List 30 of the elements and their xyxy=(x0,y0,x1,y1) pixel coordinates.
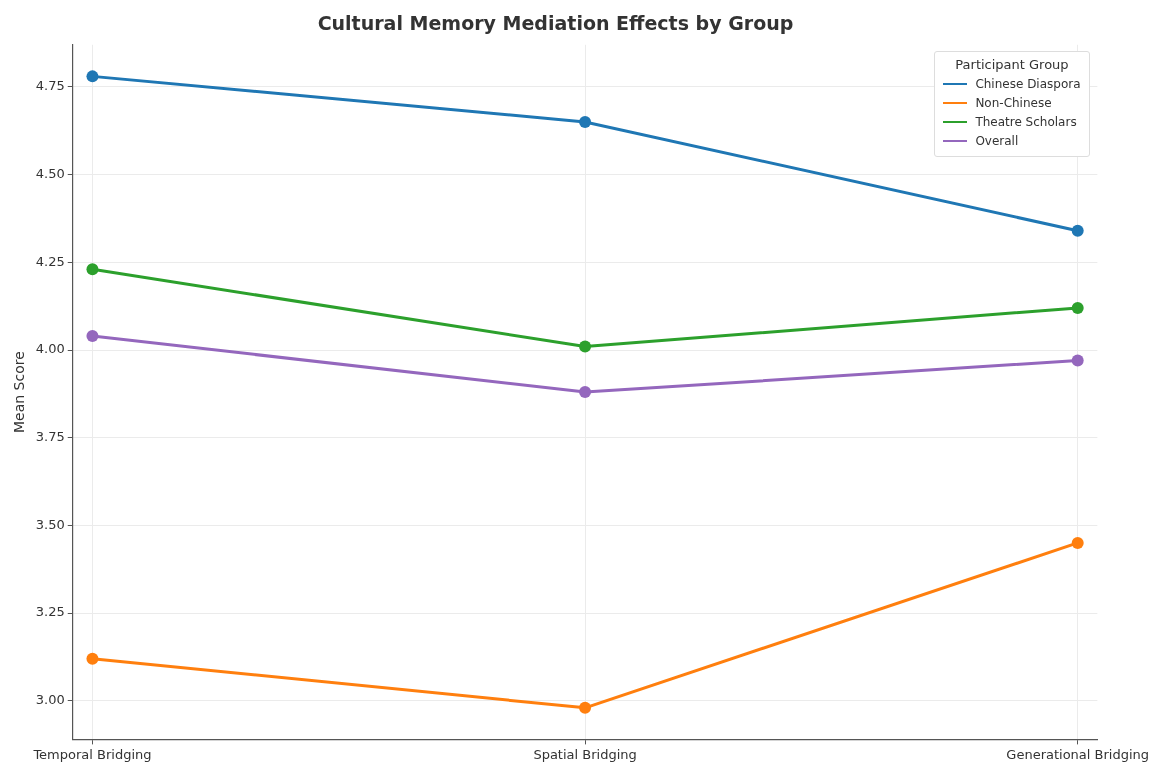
x-tick-label: Temporal Bridging xyxy=(32,746,152,762)
x-tick-label: Spatial Bridging xyxy=(533,746,637,762)
point xyxy=(86,70,99,83)
legend-label: Chinese Diaspora xyxy=(975,75,1081,93)
legend-label: Overall xyxy=(975,132,1019,150)
legend-title: Participant Group xyxy=(954,56,1070,72)
y-tick-label: 3.00 xyxy=(35,692,65,708)
y-tick-label: 4.00 xyxy=(35,341,65,357)
point xyxy=(579,701,592,714)
y-tick-label: 3.50 xyxy=(35,516,65,532)
point xyxy=(1071,224,1084,237)
y-axis-title: Mean Score xyxy=(11,351,28,434)
y-tick-label: 3.75 xyxy=(35,429,65,445)
chart-title: Cultural Memory Mediation Effects by Group xyxy=(317,12,794,35)
point xyxy=(86,329,99,342)
y-tick-label: 4.25 xyxy=(35,253,65,269)
y-tick-label: 4.50 xyxy=(35,165,65,181)
point xyxy=(579,386,592,399)
y-tick-label: 4.75 xyxy=(35,78,65,94)
legend-label: Non-Chinese xyxy=(975,94,1052,112)
point xyxy=(1071,301,1084,314)
legend-label: Theatre Scholars xyxy=(975,113,1077,131)
point xyxy=(86,652,99,665)
x-tick-label: Generational Bridging xyxy=(1006,746,1150,762)
point xyxy=(579,115,592,128)
point xyxy=(86,263,99,276)
point xyxy=(1071,536,1084,549)
point xyxy=(1071,354,1084,367)
point xyxy=(579,340,592,353)
y-tick-label: 3.25 xyxy=(35,604,65,620)
